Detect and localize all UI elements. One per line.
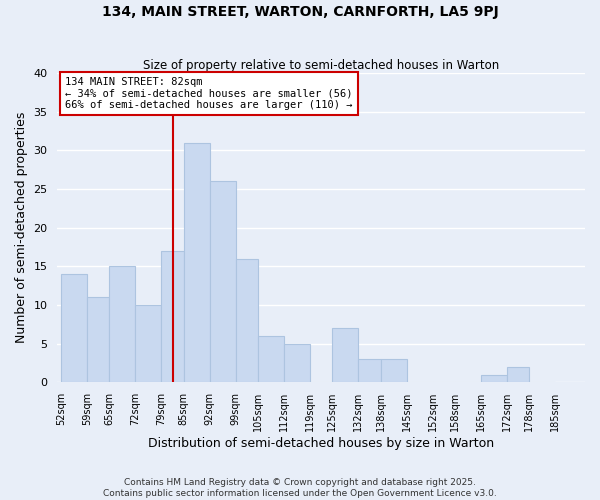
Bar [481, 374, 507, 382]
Bar [161, 251, 184, 382]
Bar [507, 367, 529, 382]
Bar [61, 274, 87, 382]
Bar [380, 359, 407, 382]
Title: Size of property relative to semi-detached houses in Warton: Size of property relative to semi-detach… [143, 59, 499, 72]
X-axis label: Distribution of semi-detached houses by size in Warton: Distribution of semi-detached houses by … [148, 437, 494, 450]
Bar [87, 298, 109, 382]
Text: Contains HM Land Registry data © Crown copyright and database right 2025.
Contai: Contains HM Land Registry data © Crown c… [103, 478, 497, 498]
Bar [284, 344, 310, 382]
Bar [358, 359, 380, 382]
Bar [258, 336, 284, 382]
Bar [109, 266, 136, 382]
Text: 134 MAIN STREET: 82sqm
← 34% of semi-detached houses are smaller (56)
66% of sem: 134 MAIN STREET: 82sqm ← 34% of semi-det… [65, 77, 352, 110]
Y-axis label: Number of semi-detached properties: Number of semi-detached properties [15, 112, 28, 344]
Bar [184, 142, 210, 382]
Bar [236, 258, 258, 382]
Text: 134, MAIN STREET, WARTON, CARNFORTH, LA5 9PJ: 134, MAIN STREET, WARTON, CARNFORTH, LA5… [101, 5, 499, 19]
Bar [136, 305, 161, 382]
Bar [332, 328, 358, 382]
Bar [210, 182, 236, 382]
